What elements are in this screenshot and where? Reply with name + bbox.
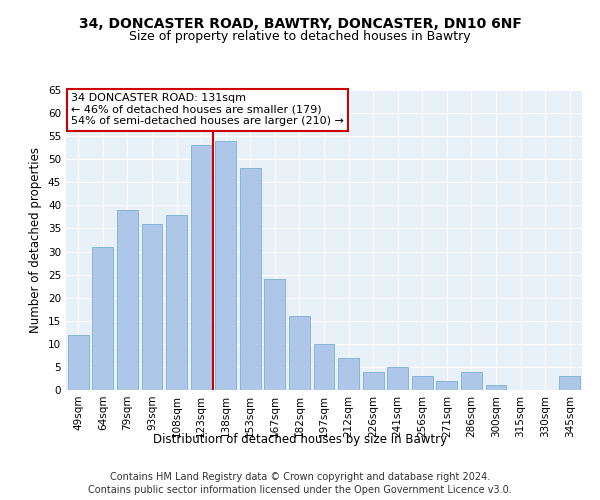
Bar <box>265 279 286 390</box>
Bar <box>142 224 163 390</box>
Bar <box>412 376 433 390</box>
Bar <box>485 386 506 390</box>
Bar <box>68 334 89 390</box>
Bar <box>117 210 138 390</box>
Text: 34, DONCASTER ROAD, BAWTRY, DONCASTER, DN10 6NF: 34, DONCASTER ROAD, BAWTRY, DONCASTER, D… <box>79 18 521 32</box>
Bar <box>215 141 236 390</box>
Bar <box>240 168 261 390</box>
Text: 34 DONCASTER ROAD: 131sqm
← 46% of detached houses are smaller (179)
54% of semi: 34 DONCASTER ROAD: 131sqm ← 46% of detac… <box>71 93 344 126</box>
Text: Contains HM Land Registry data © Crown copyright and database right 2024.: Contains HM Land Registry data © Crown c… <box>110 472 490 482</box>
Bar <box>289 316 310 390</box>
Bar <box>338 358 359 390</box>
Bar <box>166 214 187 390</box>
Text: Size of property relative to detached houses in Bawtry: Size of property relative to detached ho… <box>129 30 471 43</box>
Bar <box>191 146 212 390</box>
Bar <box>314 344 334 390</box>
Bar <box>92 247 113 390</box>
Bar <box>559 376 580 390</box>
Text: Distribution of detached houses by size in Bawtry: Distribution of detached houses by size … <box>153 432 447 446</box>
Bar <box>461 372 482 390</box>
Bar <box>387 367 408 390</box>
Bar <box>362 372 383 390</box>
Bar <box>436 381 457 390</box>
Text: Contains public sector information licensed under the Open Government Licence v3: Contains public sector information licen… <box>88 485 512 495</box>
Y-axis label: Number of detached properties: Number of detached properties <box>29 147 43 333</box>
